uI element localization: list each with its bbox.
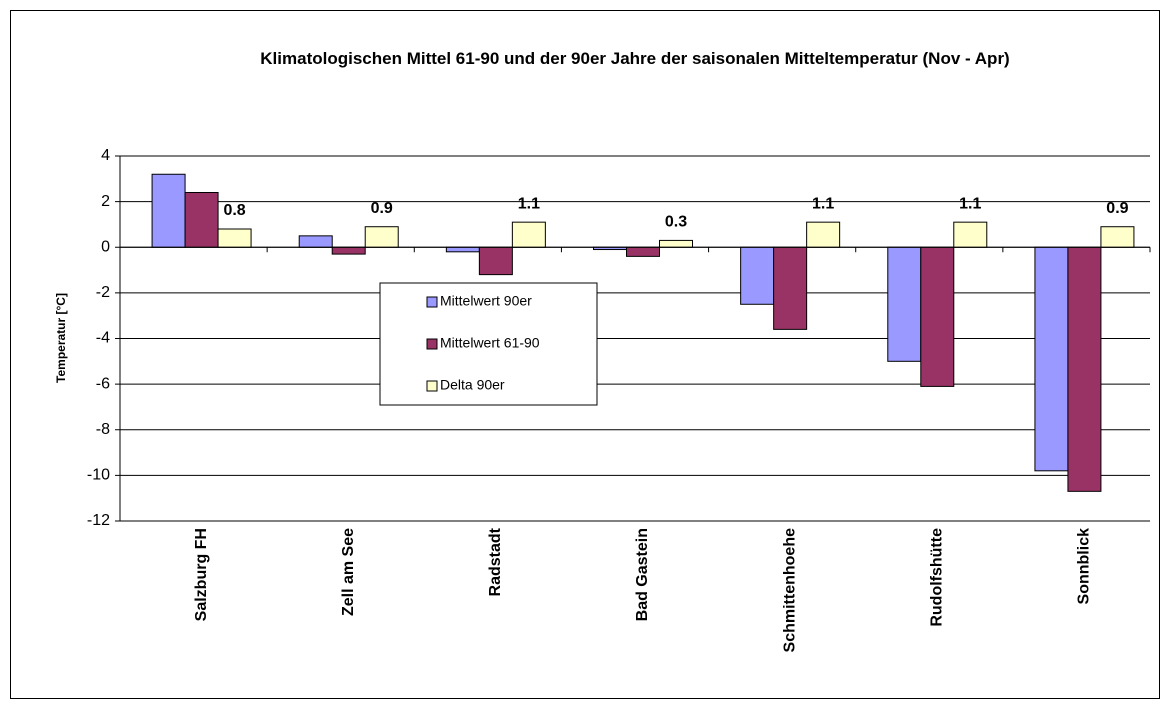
legend: Mittelwert 90er Mittelwert 61-90 Delta 90e…: [379, 282, 598, 406]
bar: [1034, 246, 1069, 472]
y-tick-label: 4: [101, 147, 110, 164]
bar: [445, 246, 480, 253]
bar: [1067, 246, 1102, 492]
bar: [184, 192, 219, 248]
bar: [331, 246, 366, 255]
legend-swatch: [426, 338, 438, 350]
data-label: 1.1: [812, 195, 834, 212]
bar: [217, 228, 252, 248]
y-axis-title: Temperatur [°C]: [54, 293, 68, 383]
legend-swatch: [426, 380, 438, 392]
y-tick-label: -4: [96, 330, 110, 347]
bar: [1100, 226, 1135, 248]
data-label: 0.9: [371, 200, 393, 217]
x-tick-label: Schmittenhoehe: [781, 528, 798, 653]
x-tick-label: Bad Gastein: [634, 528, 651, 621]
bar: [659, 239, 693, 248]
y-tick-label: 0: [101, 238, 110, 255]
bar: [151, 173, 186, 248]
y-tick-label: -8: [96, 421, 110, 438]
bar: [740, 246, 775, 305]
bar: [298, 235, 333, 248]
legend-label: Delta 90er: [440, 377, 505, 393]
bar: [364, 226, 399, 248]
legend-label: Mittelwert 61-90: [440, 335, 540, 351]
data-label: 1.1: [959, 195, 981, 212]
y-tick-label: -6: [96, 375, 110, 392]
bar: [773, 246, 808, 330]
data-label: 0.9: [1106, 200, 1128, 217]
bar: [920, 246, 955, 387]
y-tick-label: -12: [87, 512, 110, 529]
data-label: 0.8: [223, 202, 245, 219]
data-label: 0.3: [665, 214, 687, 231]
bar: [511, 221, 546, 248]
data-label: 1.1: [518, 195, 540, 212]
x-tick-label: Salzburg FH: [193, 528, 210, 621]
x-tick-label: Sonnblick: [1076, 528, 1093, 605]
legend-swatch: [426, 296, 438, 308]
legend-box: [379, 282, 598, 406]
bar: [806, 221, 841, 248]
bar: [478, 246, 513, 276]
y-tick-label: -2: [96, 284, 110, 301]
x-tick-label: Radstadt: [487, 527, 504, 596]
bar: [626, 246, 660, 257]
legend-label: Mittelwert 90er: [440, 293, 532, 309]
bar: [887, 246, 922, 362]
chart-title: Klimatologischen Mittel 61-90 und der 90…: [260, 49, 1010, 68]
y-tick-label: -10: [87, 467, 110, 484]
x-tick-label: Zell am See: [340, 528, 357, 616]
chart-frame: [10, 10, 1160, 699]
x-tick-label: Rudolfshütte: [929, 528, 946, 627]
bar: [953, 221, 988, 248]
y-tick-label: 2: [101, 193, 110, 210]
